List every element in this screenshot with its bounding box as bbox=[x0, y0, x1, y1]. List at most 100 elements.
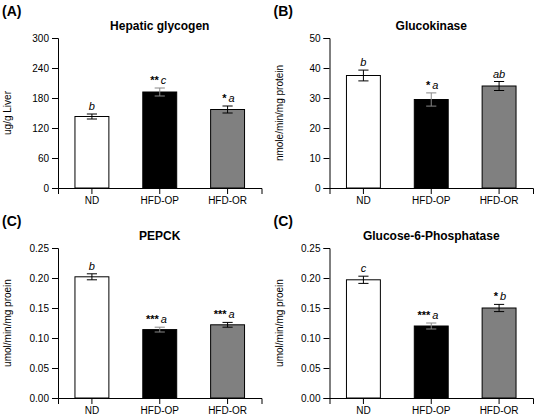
error-bar bbox=[426, 93, 436, 106]
error-bar bbox=[494, 82, 504, 91]
tick: 10 bbox=[309, 153, 329, 164]
tick-label: 0 bbox=[315, 183, 321, 194]
bar bbox=[211, 110, 245, 189]
bar bbox=[346, 76, 380, 189]
group-letter: c bbox=[361, 262, 367, 274]
tick-label: 30 bbox=[309, 93, 321, 104]
tick-mark bbox=[52, 248, 58, 249]
tick-mark bbox=[52, 368, 58, 369]
tick-label: 0.20 bbox=[30, 273, 50, 284]
bar bbox=[75, 117, 109, 189]
y-axis-title: umol/min/mg proein bbox=[2, 279, 13, 367]
tick: HFD-OP bbox=[141, 188, 180, 206]
group-letter: a bbox=[432, 79, 438, 91]
tick-mark bbox=[324, 278, 330, 279]
tick: HFD-OR bbox=[480, 188, 519, 206]
x-axis: NDHFD-OPHFD-OR bbox=[330, 188, 534, 206]
tick: ND bbox=[85, 188, 99, 206]
tick-label: 0.05 bbox=[301, 363, 321, 374]
panel: 0.000.050.100.150.200.25NDHFD-OPHFD-ORc*… bbox=[274, 213, 534, 416]
error-bar bbox=[155, 88, 165, 96]
tick-label: HFD-OP bbox=[141, 195, 180, 206]
panel: 0.000.050.100.150.200.25NDHFD-OPHFD-ORb*… bbox=[2, 213, 262, 416]
tick: 0.05 bbox=[301, 363, 329, 374]
tick-label: 180 bbox=[32, 93, 49, 104]
tick: 20 bbox=[309, 123, 329, 134]
title: Hepatic glycogen bbox=[110, 19, 209, 33]
tick-label: HFD-OP bbox=[412, 405, 451, 416]
error-bar bbox=[358, 276, 368, 283]
axis-line bbox=[324, 39, 331, 189]
tick-label: 0.10 bbox=[301, 333, 321, 344]
axis-line bbox=[330, 189, 534, 195]
tick-mark bbox=[324, 248, 330, 249]
tick-mark bbox=[431, 398, 432, 404]
group-letter: a bbox=[432, 309, 438, 321]
tick-label: HFD-OR bbox=[208, 195, 247, 206]
tick-mark bbox=[499, 398, 500, 404]
tick-mark bbox=[52, 98, 58, 99]
y-axis: 0.000.050.100.150.200.25 bbox=[301, 243, 330, 404]
error-bar bbox=[426, 323, 436, 329]
panel-label: (B) bbox=[274, 3, 293, 19]
tick: HFD-OP bbox=[412, 398, 451, 416]
tick-mark bbox=[159, 398, 160, 404]
group-letter: c bbox=[161, 74, 167, 86]
tick: 40 bbox=[309, 63, 329, 74]
x-axis: ND HFD-OP HFD-OR bbox=[59, 188, 263, 206]
plot-area bbox=[75, 274, 245, 398]
x-axis: NDHFD-OPHFD-OR bbox=[59, 398, 263, 416]
annotations: b**c*a bbox=[89, 74, 235, 112]
plot-area bbox=[75, 88, 245, 188]
tick-mark bbox=[363, 188, 364, 194]
error-bar bbox=[358, 70, 368, 81]
tick-mark bbox=[52, 128, 58, 129]
significance-stars: * bbox=[494, 290, 499, 302]
tick-label: ND bbox=[356, 195, 370, 206]
tick-mark bbox=[324, 128, 330, 129]
bar bbox=[482, 308, 516, 398]
tick-label: ND bbox=[356, 405, 370, 416]
axis-line bbox=[59, 399, 263, 405]
y-axis: 060120180240300 bbox=[32, 33, 58, 194]
axis-line bbox=[52, 249, 59, 399]
bar bbox=[143, 330, 177, 398]
tick-label: HFD-OP bbox=[141, 405, 180, 416]
tick-mark bbox=[52, 308, 58, 309]
tick-label: 0 bbox=[43, 183, 49, 194]
tick-mark bbox=[91, 398, 92, 404]
title: Glucose-6-Phosphatase bbox=[363, 229, 500, 243]
x-axis: NDHFD-OPHFD-OR bbox=[330, 398, 534, 416]
tick-label: 0.25 bbox=[301, 243, 321, 254]
group-letter: b bbox=[360, 56, 366, 68]
tick: ND bbox=[356, 188, 370, 206]
tick: 0.10 bbox=[30, 333, 58, 344]
bar bbox=[482, 86, 516, 188]
tick-label: 40 bbox=[309, 63, 321, 74]
tick: 180 bbox=[32, 93, 58, 104]
tick-label: 0.15 bbox=[30, 303, 50, 314]
tick-label: 0.00 bbox=[301, 393, 321, 404]
tick: ND bbox=[85, 398, 99, 416]
significance-stars: * bbox=[222, 92, 227, 104]
tick: 240 bbox=[32, 63, 58, 74]
panel-label: (C) bbox=[2, 213, 21, 229]
y-axis-title: umol/min/mg proein bbox=[274, 279, 285, 367]
axis-line bbox=[324, 249, 331, 399]
significance-stars: * bbox=[426, 79, 431, 91]
tick: 0.25 bbox=[301, 243, 329, 254]
tick-mark bbox=[227, 188, 228, 194]
axis-line bbox=[59, 189, 263, 195]
tick: 60 bbox=[38, 153, 58, 164]
error-bar bbox=[87, 114, 97, 119]
bar bbox=[346, 280, 380, 398]
tick-label: ND bbox=[85, 405, 99, 416]
tick-label: 240 bbox=[32, 63, 49, 74]
tick: 0.15 bbox=[30, 303, 58, 314]
tick: 0 bbox=[315, 183, 330, 194]
tick-mark bbox=[52, 188, 58, 189]
tick-label: 20 bbox=[309, 123, 321, 134]
tick-mark bbox=[324, 308, 330, 309]
tick-label: 0.00 bbox=[30, 393, 50, 404]
error-bar bbox=[222, 322, 232, 327]
